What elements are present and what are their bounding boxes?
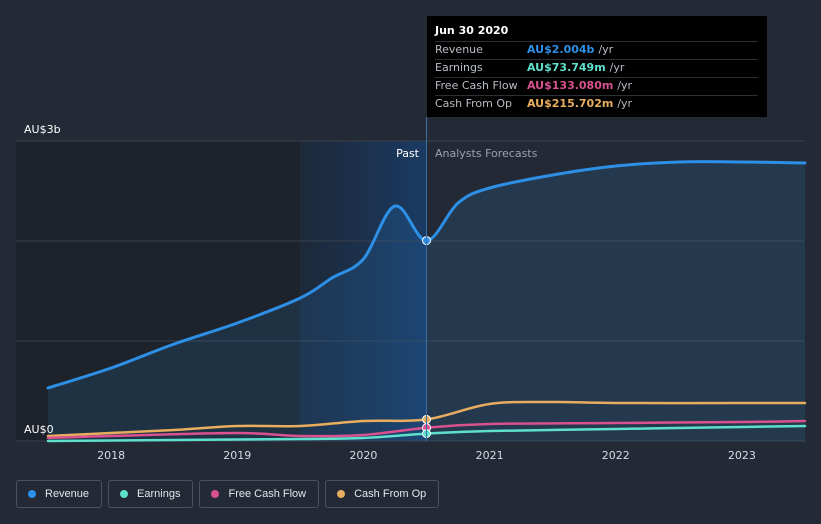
x-tick-label: 2019 <box>223 449 251 462</box>
legend-label: Cash From Op <box>354 488 427 500</box>
past-label: Past <box>396 147 420 160</box>
free-cash-flow-line <box>46 419 807 440</box>
legend-earnings-button[interactable]: Earnings <box>108 480 194 508</box>
tooltip-row-value: AU$133.080m <box>527 79 614 92</box>
revenue-dot-icon <box>28 490 36 498</box>
tooltip-row-free-cash-flow: Free Cash Flow AU$133.080m /yr <box>435 77 758 95</box>
tooltip-row-label: Earnings <box>435 61 483 74</box>
tooltip-row-value: AU$215.702m <box>527 97 614 110</box>
tooltip-row-label: Free Cash Flow <box>435 79 518 92</box>
earnings-dot-icon <box>120 490 129 498</box>
x-tick-label: 2018 <box>97 449 125 462</box>
x-tick-label: 2022 <box>602 449 630 462</box>
cash-from-op-line <box>46 400 807 438</box>
x-tick-label: 2023 <box>728 449 756 462</box>
tooltip-row-value: AU$73.749m <box>527 61 606 74</box>
chart-area: AU$3b AU$0 Past Analysts Forecasts 2018 2… <box>16 117 807 462</box>
y-axis-top-label: AU$3b <box>24 123 61 136</box>
chart-legend: Revenue Earnings Free Cash Flow Cash Fro… <box>16 480 440 508</box>
legend-label: Earnings <box>137 488 181 500</box>
tooltip-row-unit: /yr <box>598 43 614 56</box>
tooltip-row-revenue: Revenue AU$2.004b /yr <box>435 41 758 59</box>
tooltip-date: Jun 30 2020 <box>435 24 509 37</box>
legend-revenue-button[interactable]: Revenue <box>16 480 103 508</box>
tooltip-row-cash-from-op: Cash From Op AU$215.702m /yr <box>435 95 758 113</box>
tooltip-row-value: AU$2.004b <box>527 43 595 56</box>
data-tooltip: Jun 30 2020 Revenue AU$2.004b /yr Earnin… <box>427 16 767 117</box>
tooltip-row-label: Cash From Op <box>435 97 513 110</box>
tooltip-row-unit: /yr <box>617 97 633 110</box>
free-cash-flow-dot-icon <box>211 490 220 498</box>
forecast-label: Analysts Forecasts <box>435 147 538 160</box>
y-axis-bottom-label: AU$0 <box>24 423 54 436</box>
cash-from-op-dot-icon <box>337 490 346 498</box>
tooltip-row-unit: /yr <box>609 61 625 74</box>
legend-cash-from-op-button[interactable]: Cash From Op <box>325 480 440 508</box>
x-tick-label: 2021 <box>476 449 504 462</box>
tooltip-row-unit: /yr <box>617 79 633 92</box>
legend-free-cash-flow-button[interactable]: Free Cash Flow <box>199 480 320 508</box>
revenue-line <box>46 160 807 390</box>
legend-label: Free Cash Flow <box>228 488 307 500</box>
tooltip-row-earnings: Earnings AU$73.749m /yr <box>435 59 758 77</box>
legend-label: Revenue <box>45 488 90 500</box>
past-highlight <box>300 141 427 441</box>
tooltip-row-label: Revenue <box>435 43 483 56</box>
x-tick-label: 2020 <box>349 449 377 462</box>
